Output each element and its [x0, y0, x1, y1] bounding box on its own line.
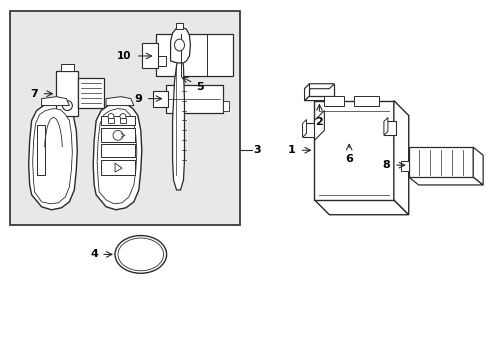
Bar: [223, 100, 229, 111]
Polygon shape: [393, 100, 408, 215]
Polygon shape: [61, 64, 74, 71]
Polygon shape: [408, 177, 482, 185]
Polygon shape: [314, 100, 393, 200]
Polygon shape: [97, 109, 137, 204]
Polygon shape: [56, 71, 78, 116]
Polygon shape: [408, 147, 472, 177]
Bar: [10, 11, 240, 225]
Ellipse shape: [115, 235, 166, 273]
Polygon shape: [314, 130, 383, 140]
Polygon shape: [101, 116, 135, 125]
Text: 8: 8: [381, 160, 389, 170]
Polygon shape: [309, 84, 334, 96]
Ellipse shape: [118, 238, 163, 271]
Polygon shape: [400, 161, 408, 171]
Polygon shape: [172, 61, 184, 190]
Text: 1: 1: [287, 145, 295, 155]
Text: 2: 2: [315, 117, 323, 127]
Text: 6: 6: [345, 154, 352, 164]
Polygon shape: [324, 111, 383, 130]
Polygon shape: [175, 23, 183, 29]
Polygon shape: [29, 103, 77, 210]
Polygon shape: [41, 96, 69, 105]
Polygon shape: [383, 117, 387, 135]
Circle shape: [108, 113, 114, 120]
Text: 5: 5: [196, 82, 203, 92]
Polygon shape: [472, 147, 482, 185]
Bar: [108, 118, 114, 123]
Polygon shape: [324, 96, 344, 105]
Bar: [155, 34, 233, 76]
Polygon shape: [101, 144, 135, 157]
Polygon shape: [106, 96, 134, 105]
Bar: [165, 85, 223, 113]
Text: 4: 4: [90, 249, 98, 260]
Circle shape: [120, 113, 126, 120]
Polygon shape: [302, 120, 306, 137]
Polygon shape: [353, 96, 378, 105]
Bar: [37, 125, 44, 175]
Polygon shape: [302, 123, 314, 137]
Polygon shape: [304, 96, 334, 100]
Bar: [152, 91, 167, 107]
Bar: [120, 118, 126, 123]
Polygon shape: [155, 56, 165, 66]
Polygon shape: [101, 129, 135, 142]
Polygon shape: [93, 103, 142, 210]
Text: 7: 7: [30, 89, 38, 99]
Polygon shape: [304, 84, 334, 89]
Bar: [142, 43, 157, 68]
Text: 10: 10: [117, 51, 131, 61]
Polygon shape: [304, 84, 309, 100]
Ellipse shape: [174, 39, 184, 51]
Polygon shape: [383, 121, 395, 135]
Polygon shape: [33, 109, 72, 204]
Polygon shape: [115, 163, 122, 172]
Polygon shape: [314, 200, 408, 215]
Polygon shape: [78, 78, 104, 108]
Text: 3: 3: [253, 145, 260, 155]
Polygon shape: [101, 160, 135, 175]
Circle shape: [113, 130, 122, 140]
Circle shape: [62, 100, 72, 111]
Text: 9: 9: [134, 94, 142, 104]
Polygon shape: [170, 27, 190, 63]
Polygon shape: [314, 111, 324, 140]
Polygon shape: [314, 111, 383, 121]
